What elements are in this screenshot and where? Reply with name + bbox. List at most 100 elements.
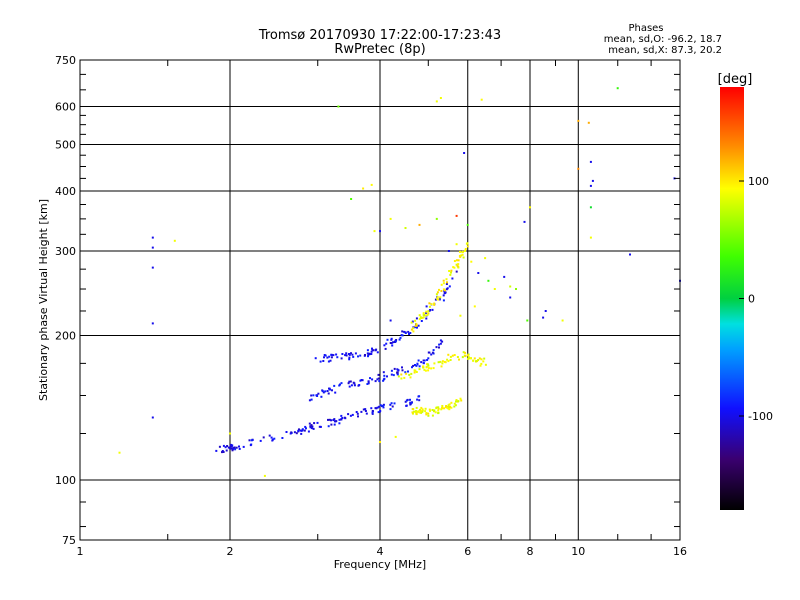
upper-o-trace-point (371, 348, 374, 351)
low-x-trace-point (454, 404, 457, 407)
mid-o-trace-point (382, 371, 385, 374)
upper-x-trace-point (449, 273, 452, 276)
low-x-trace-point (412, 408, 415, 411)
mid-x-trace-point (444, 361, 447, 364)
upper-o-trace-point (391, 344, 394, 347)
low-o-trace-point (222, 444, 225, 447)
upper-x-trace-point (457, 263, 460, 266)
upper-o-trace-point (404, 332, 407, 334)
scatter-point (515, 288, 517, 290)
low-o-trace-point (338, 422, 341, 425)
mid-o-trace-point (439, 339, 442, 342)
low-o-trace-point (416, 398, 419, 401)
upper-x-trace-point (450, 269, 453, 272)
low-x-trace-point (419, 410, 422, 413)
low-o-trace-point (305, 427, 307, 430)
x-tick-label: 16 (673, 545, 687, 558)
mid-o-trace-point (439, 342, 442, 345)
low-o-trace-point (393, 402, 396, 405)
low-x-trace-point (418, 411, 421, 414)
low-o-trace-point (235, 446, 238, 449)
low-o-trace-point (316, 421, 319, 424)
upper-o-trace-point (368, 353, 371, 356)
mid-o-trace-point (348, 385, 351, 388)
low-o-trace-point (304, 425, 307, 428)
low-o-trace-point (418, 399, 421, 402)
mid-o-trace-point (378, 380, 381, 383)
upper-o-trace-point (434, 298, 437, 301)
low-o-trace-point (224, 446, 227, 449)
mid-o-trace-point (397, 369, 400, 372)
mid-x-trace-point (483, 357, 486, 360)
mid-o-trace-point (347, 382, 350, 385)
upper-x-trace-point (433, 302, 436, 305)
scatter-point (577, 167, 580, 170)
scatter-point (589, 160, 592, 163)
upper-o-trace-point (408, 333, 410, 335)
mid-o-trace-point (359, 379, 362, 382)
mid-o-trace-point (360, 379, 363, 381)
mid-x-trace-point (484, 363, 487, 366)
x-tick-label: 10 (571, 545, 585, 558)
upper-o-trace-point (392, 341, 395, 344)
mid-x-trace-point (462, 351, 465, 354)
mid-x-trace-point (427, 369, 430, 372)
mid-x-trace-point (447, 360, 450, 363)
upper-x-trace-point (436, 291, 439, 294)
low-x-trace-point (450, 401, 453, 404)
mid-x-trace-point (482, 360, 485, 363)
upper-o-trace-point (351, 353, 354, 356)
mid-x-trace-point (423, 368, 426, 371)
mid-x-trace-point (418, 368, 421, 371)
mid-o-trace-point (401, 369, 404, 372)
low-o-trace-point (270, 436, 273, 439)
upper-o-trace-point (354, 352, 357, 355)
upper-x-trace-point (415, 322, 418, 325)
upper-x-trace-point (430, 303, 433, 306)
mid-o-trace-point (353, 382, 356, 385)
mid-x-trace-point (451, 354, 454, 357)
x-tick-label: 4 (377, 545, 384, 558)
scatter-point (455, 214, 458, 217)
low-o-trace-point (300, 432, 303, 435)
upper-o-trace-point (415, 317, 418, 320)
low-x-trace-point (427, 412, 430, 415)
low-o-trace-point (231, 447, 234, 450)
upper-x-trace-point (436, 296, 439, 299)
mid-x-trace-point (427, 363, 429, 366)
mid-o-trace-point (411, 366, 413, 369)
low-x-trace-point (435, 406, 438, 409)
mid-o-trace-point (326, 390, 329, 392)
low-x-trace-point (455, 399, 458, 401)
low-x-trace-point (433, 409, 436, 412)
low-o-trace-point (297, 429, 300, 432)
low-o-trace-point (335, 420, 338, 423)
low-x-trace-point (425, 413, 428, 416)
upper-o-trace-point (445, 288, 448, 291)
low-o-trace-point (234, 448, 237, 451)
mid-o-trace-point (416, 362, 419, 365)
upper-o-trace-point (319, 360, 322, 363)
upper-o-trace-point (445, 283, 448, 285)
low-o-trace-point (330, 423, 333, 426)
upper-o-trace-point (348, 358, 351, 361)
mid-o-trace-point (422, 359, 425, 362)
low-o-trace-point (347, 413, 350, 416)
mid-x-trace-point (478, 357, 481, 360)
upper-x-trace-point (412, 330, 415, 333)
mid-o-trace-point (423, 359, 426, 362)
scatter-point (404, 227, 407, 229)
upper-o-trace-point (414, 326, 417, 329)
upper-o-trace-point (442, 294, 445, 297)
low-o-trace-point (327, 418, 329, 421)
low-o-trace-point (409, 401, 412, 404)
upper-o-trace-point (395, 339, 398, 341)
upper-x-trace-point (439, 296, 442, 299)
upper-x-trace-point (445, 278, 448, 281)
low-x-trace-point (413, 410, 415, 413)
mid-o-trace-point (386, 375, 388, 378)
low-o-trace-point (262, 436, 265, 439)
mid-o-trace-point (310, 398, 313, 401)
upper-x-trace-point (461, 251, 464, 254)
low-x-trace-point (421, 410, 424, 413)
